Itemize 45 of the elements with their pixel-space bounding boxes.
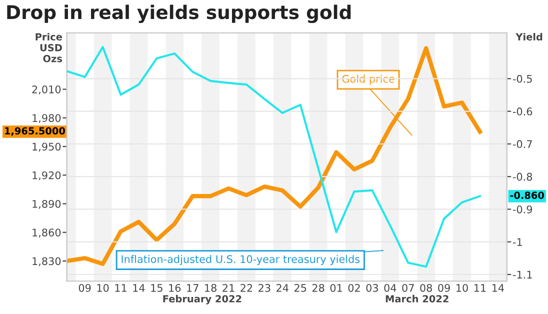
x-tick-label: 02 xyxy=(348,284,360,292)
x-tick-label: 18 xyxy=(205,284,216,292)
y-tick-label: 1,860 xyxy=(32,228,61,238)
y-tick-label: 1,830 xyxy=(32,257,61,266)
y2-tick-label: -0.9 xyxy=(512,205,532,214)
text: February 2022 xyxy=(163,294,242,304)
x-tick-label: 10 xyxy=(456,284,468,292)
x-tick-label: 09 xyxy=(78,284,91,292)
x-tick-label: 07 xyxy=(402,284,414,292)
y-tick-label: 1,980 xyxy=(32,114,61,124)
x-tick-label: 17 xyxy=(187,284,198,292)
x-tick-label: 24 xyxy=(276,284,288,292)
y2-tick-label: -0.5 xyxy=(512,74,532,83)
x-tick-label: 15 xyxy=(151,284,162,292)
x-tick-label: 09 xyxy=(438,284,450,292)
y-tick-label: 1,890 xyxy=(32,200,61,209)
x-tick-label: 04 xyxy=(384,284,396,292)
chart-title: Drop in real yields supports gold xyxy=(7,4,351,24)
y-tick-label: 1,950 xyxy=(32,142,61,152)
x-tick-label: 22 xyxy=(240,284,252,292)
x-tick-label: 28 xyxy=(312,284,324,292)
y2-tick-label: -0.8 xyxy=(512,172,532,181)
x-tick-label: 25 xyxy=(294,284,306,292)
x-tick-label: 11 xyxy=(474,284,486,292)
text: -0.860 xyxy=(510,192,544,199)
text: March 2022 xyxy=(386,294,448,302)
x-tick-label: 23 xyxy=(258,284,270,292)
x-tick-label: 14 xyxy=(492,284,504,292)
y-tick-label: 1,920 xyxy=(32,171,61,180)
x-tick-label: 16 xyxy=(169,284,181,292)
x-tick-label: 01 xyxy=(330,284,342,292)
x-tick-label: 10 xyxy=(97,284,109,292)
y2-tick-label: -1 xyxy=(512,238,522,246)
y-tick-label: 2,010 xyxy=(32,85,61,94)
y2-tick-label: -0.6 xyxy=(512,108,532,116)
y-axis-title: Price USD Ozs xyxy=(36,32,62,62)
x-tick-label: 03 xyxy=(366,284,378,292)
x-tick-label: 11 xyxy=(115,284,126,292)
y2-tick-label: -0.7 xyxy=(512,140,532,148)
text: 1,965.5000 xyxy=(5,127,66,136)
y2-axis-title: Yield xyxy=(516,32,542,40)
y2-tick-label: -1.1 xyxy=(512,270,532,278)
x-tick-label: 14 xyxy=(133,284,145,292)
x-tick-label: 08 xyxy=(420,284,432,292)
x-tick-label: 21 xyxy=(222,284,234,292)
